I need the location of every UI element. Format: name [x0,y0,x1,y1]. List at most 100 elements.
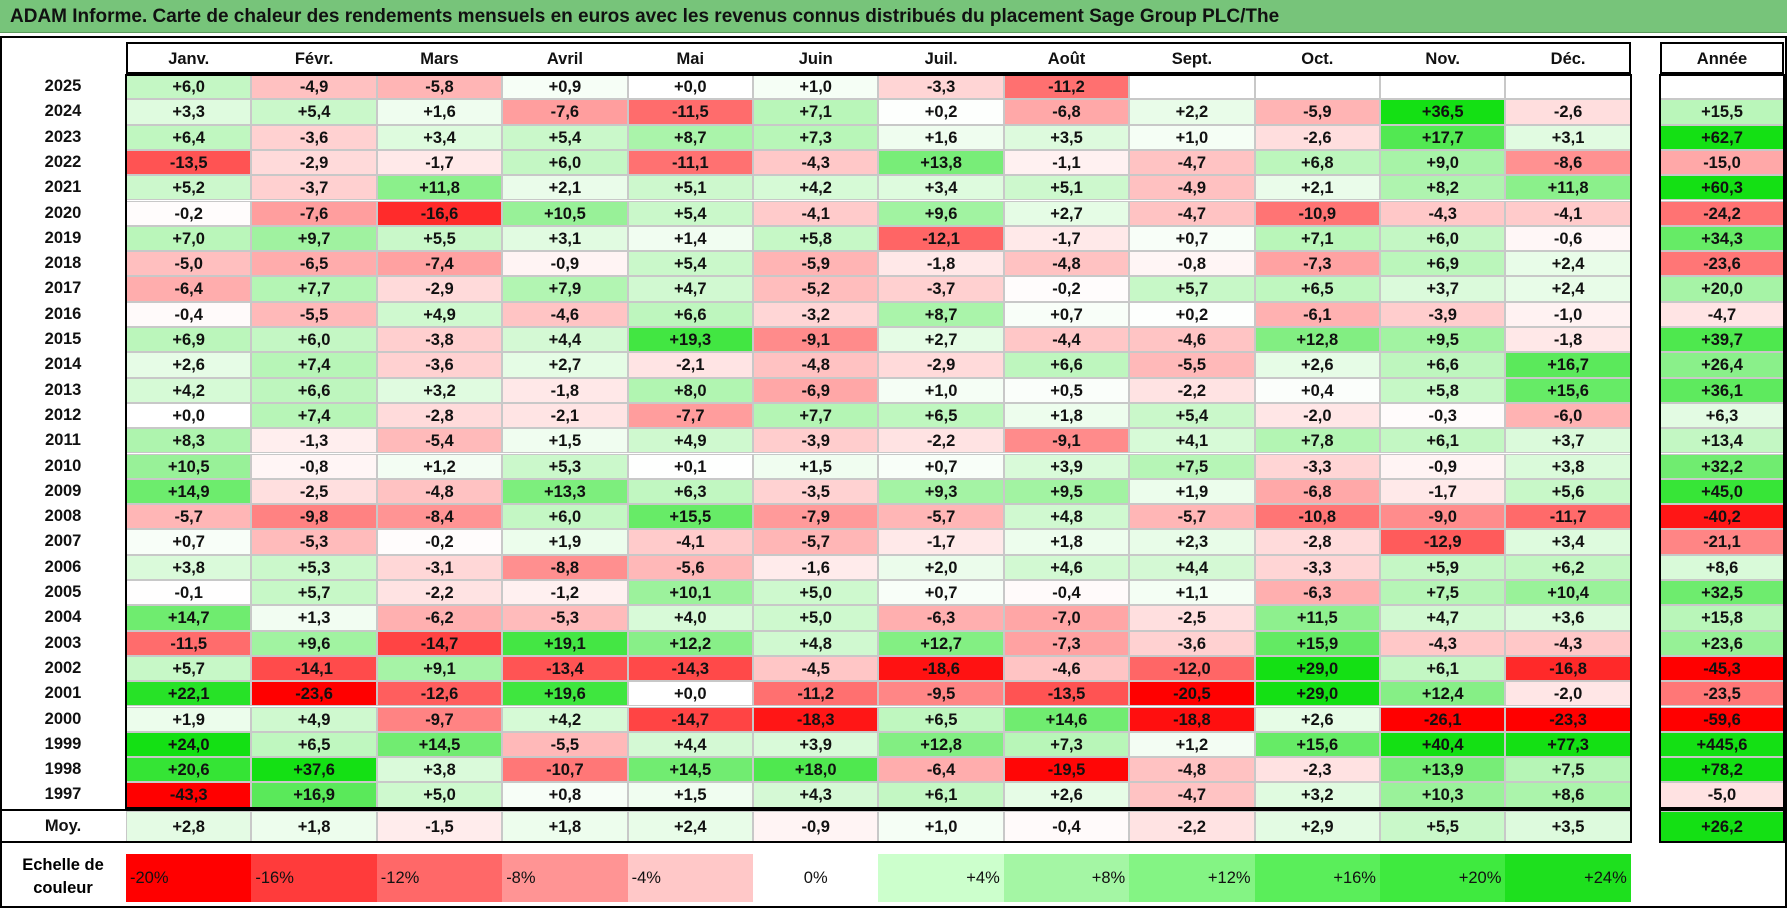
heatmap-cell: +2,3 [1129,529,1255,555]
heatmap-cell: -7,9 [753,504,879,530]
heatmap-cell: +6,6 [1003,352,1130,378]
heatmap-cell: -9,7 [376,706,503,732]
annual-cell: -24,2 [1660,200,1784,226]
heatmap-cell: -11,2 [1003,74,1130,100]
heatmap-cell: +5,4 [1129,402,1255,429]
heatmap-cell: -2,6 [1254,124,1380,150]
heatmap-cell: +5,5 [376,225,503,252]
heatmap-cell: +10,1 [627,580,753,606]
heatmap-cell: +4,2 [126,377,252,403]
heatmap-cell: -9,1 [753,327,879,353]
heatmap-cell: -7,6 [251,200,377,226]
heatmap-cell: -4,3 [1380,200,1506,226]
heatmap-cell: -2,9 [878,352,1004,378]
heatmap-cell: +4,9 [627,428,753,454]
row-year-label: 2009 [44,481,82,500]
heatmap-cell: -5,9 [753,251,879,277]
heatmap-cell: -1,3 [251,428,377,454]
heatmap-cell: +5,3 [502,453,628,479]
heatmap-cell: -2,9 [251,149,377,176]
heatmap-cell: -20,5 [1129,681,1255,707]
heatmap-cell: -2,3 [1254,757,1380,783]
heatmap-cell: -5,7 [126,504,252,530]
average-cell: +1,8 [251,810,377,842]
average-cell: +1,8 [502,810,628,842]
heatmap-cell: -2,0 [1254,402,1380,429]
heatmap-cell: -0,1 [126,580,252,606]
annual-cell: +445,6 [1660,731,1784,758]
heatmap-cell: +1,5 [753,453,879,479]
heatmap-cell: +6,8 [1254,149,1380,176]
heatmap-cell: +6,0 [502,504,628,530]
heatmap-cell: +9,0 [1380,149,1506,176]
heatmap-cell: -1,7 [1003,225,1130,252]
heatmap-cell: -0,2 [1003,276,1130,302]
heatmap-cell: -4,8 [1129,757,1255,783]
heatmap-cell: -3,7 [878,276,1004,302]
heatmap-cell: +6,0 [1380,225,1506,252]
heatmap-cell: -23,3 [1505,706,1631,732]
heatmap-cell: +29,0 [1254,655,1380,682]
heatmap-cell: +7,7 [753,402,879,429]
heatmap-cell: +1,8 [1003,402,1130,429]
heatmap-cell: +1,1 [1129,580,1255,606]
heatmap-cell: -9,1 [1003,428,1130,454]
heatmap-cell: -1,0 [1505,301,1631,327]
heatmap-cell: +5,4 [251,99,377,125]
heatmap-cell: -6,5 [251,251,377,277]
year-column-header: Année [1696,50,1748,68]
heatmap-cell: -8,4 [376,504,503,530]
heatmap-cell: +11,5 [1254,605,1380,631]
annual-average-cell: +26,2 [1660,810,1784,842]
heatmap-cell: +2,7 [502,352,628,378]
heatmap-cell: -7,3 [1003,630,1130,656]
heatmap-cell: +1,2 [376,453,503,479]
color-scale-swatch: +12% [1129,853,1255,902]
heatmap-cell: -5,3 [502,605,628,631]
heatmap-cell: +9,3 [878,478,1004,505]
heatmap-cell: -12,9 [1380,529,1506,555]
heatmap-cell: -3,3 [878,74,1004,100]
row-year-label: 2001 [44,684,82,703]
heatmap-cell: +8,2 [1380,175,1506,201]
annual-cell: -5,0 [1660,782,1784,808]
heatmap-cell: -18,3 [753,706,879,732]
heatmap-cell: +1,0 [1129,124,1255,150]
heatmap-cell: -5,7 [878,504,1004,530]
heatmap-cell: -2,2 [1129,377,1255,403]
heatmap-cell: -6,9 [753,377,879,403]
color-scale-label: Echelle de couleur [22,855,104,897]
heatmap-cell: -5,4 [376,428,503,454]
heatmap-cell: +5,0 [376,782,503,808]
heatmap-cell: +2,6 [1254,706,1380,732]
heatmap-cell: +2,0 [878,554,1004,580]
heatmap-cell: -14,7 [627,706,753,732]
heatmap-cell: +2,7 [878,327,1004,353]
heatmap-cell: +5,1 [1003,175,1130,201]
column-header: Mars [420,50,459,68]
heatmap-cell: -12,0 [1129,655,1255,682]
heatmap-cell: +5,6 [1505,478,1631,505]
heatmap-cell: -5,7 [1129,504,1255,530]
heatmap-cell: +1,3 [251,605,377,631]
heatmap-cell: +4,4 [627,731,753,758]
heatmap-cell: +3,1 [502,225,628,252]
heatmap-cell: +6,0 [126,74,252,100]
heatmap-cell: +19,1 [502,630,628,656]
heatmap-cell: +6,5 [878,706,1004,732]
heatmap-cell: +5,1 [627,175,753,201]
heatmap-cell: +2,1 [1254,175,1380,201]
heatmap-cell: +4,8 [1003,504,1130,530]
heatmap-cell: +6,0 [251,327,377,353]
column-header: Oct. [1301,50,1334,68]
heatmap-cell: -2,2 [878,428,1004,454]
heatmap-cell: +37,6 [251,757,377,783]
heatmap-cell: +7,5 [1129,453,1255,479]
heatmap-cell: +3,2 [376,377,503,403]
color-scale-swatch: -12% [376,853,503,902]
heatmap-cell: +15,6 [1254,731,1380,758]
heatmap-cell: +0,7 [878,580,1004,606]
heatmap-cell: -10,7 [502,757,628,783]
heatmap-cell: -6,1 [1254,301,1380,327]
heatmap-cell [1505,74,1631,100]
